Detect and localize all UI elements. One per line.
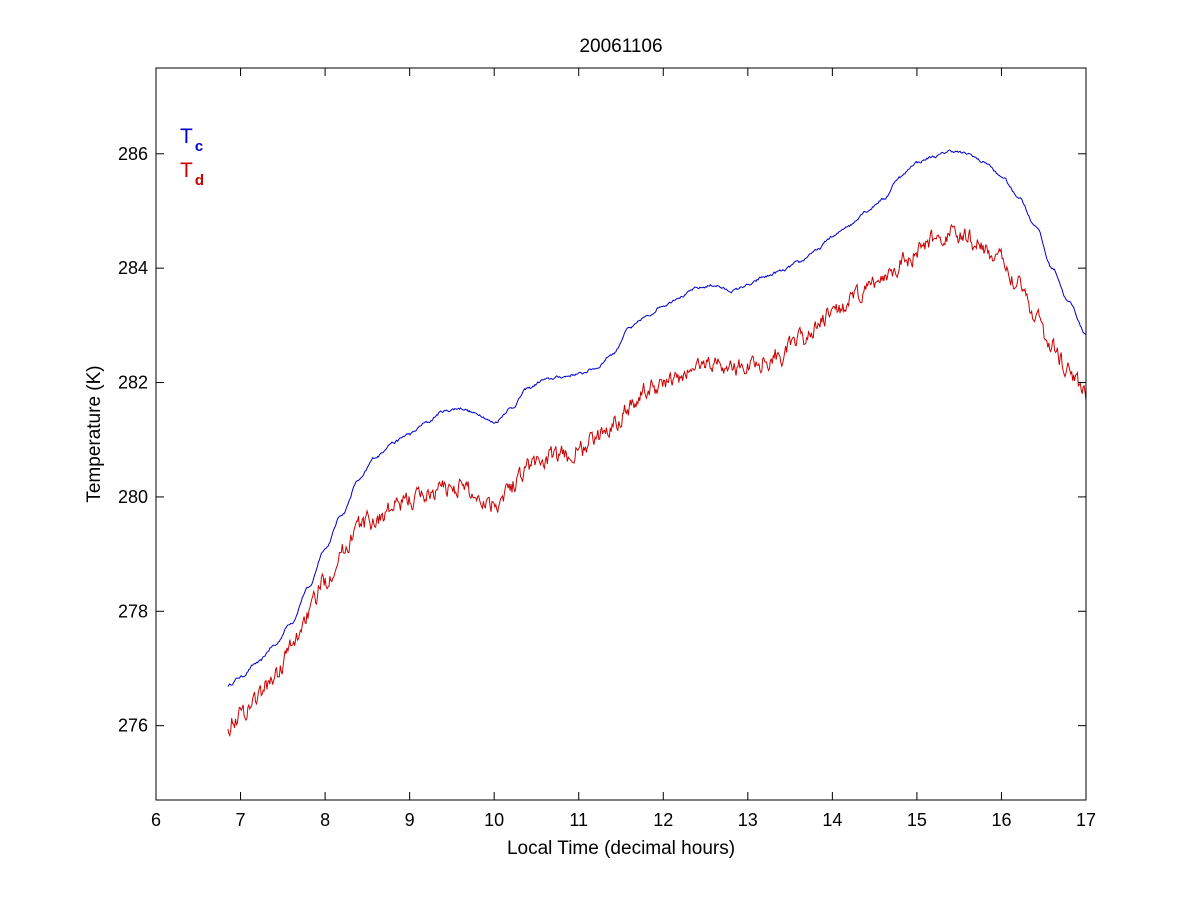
- x-tick-label: 13: [738, 810, 758, 830]
- x-tick-label: 10: [484, 810, 504, 830]
- y-axis-label: Temperature (K): [84, 365, 105, 502]
- y-tick-label: 282: [118, 373, 148, 393]
- x-tick-label: 12: [653, 810, 673, 830]
- ticks-layer: 6 7 8 9 10 11 12 13 14 15 16 17 276 278 280 282 284 286: [118, 68, 1096, 830]
- x-tick-label: 7: [236, 810, 246, 830]
- series-line-Td: [227, 223, 1087, 737]
- x-tick-label: 9: [405, 810, 415, 830]
- y-tick-label: 276: [118, 716, 148, 736]
- series-line-Tc: [227, 149, 1087, 687]
- y-tick-label: 280: [118, 487, 148, 507]
- x-tick-label: 6: [151, 810, 161, 830]
- x-tick-label: 11: [569, 810, 588, 830]
- x-axis-label: Local Time (decimal hours): [507, 838, 735, 859]
- series-layer: [227, 149, 1087, 737]
- chart-title: 20061106: [579, 36, 662, 57]
- plot-area: [156, 68, 1086, 800]
- x-tick-label: 8: [320, 810, 330, 830]
- y-tick-label: 278: [118, 601, 148, 621]
- y-tick-label: 286: [118, 144, 148, 164]
- plot-frame: [155, 67, 1087, 801]
- x-tick-label: 16: [991, 810, 1011, 830]
- x-tick-label: 14: [822, 810, 842, 830]
- x-tick-label: 17: [1076, 810, 1096, 830]
- y-tick-label: 284: [118, 258, 148, 278]
- x-tick-label: 15: [907, 810, 927, 830]
